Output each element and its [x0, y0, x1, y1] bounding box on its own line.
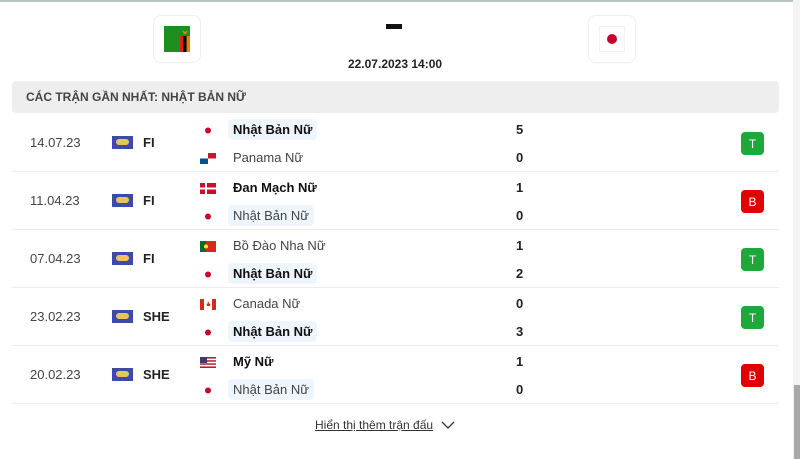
home-team: Canada Nữ — [200, 292, 305, 314]
result-badge: T — [741, 132, 764, 155]
match-row[interactable]: 20.02.23 SHE Mỹ Nữ 1 Nhật Bản Nữ 0 B — [12, 346, 779, 404]
japan-flag-icon — [200, 124, 216, 136]
competition: SHE — [112, 367, 170, 382]
home-team: Nhật Bản Nữ — [200, 118, 318, 140]
match-row[interactable]: 23.02.23 SHE Canada Nữ 0 Nhật Bản Nữ 3 T — [12, 288, 779, 346]
show-more-label: Hiển thị thêm trận đấu — [315, 418, 434, 432]
result-badge: B — [741, 364, 764, 387]
japan-flag-icon — [200, 268, 216, 280]
scrollbar-thumb[interactable] — [794, 385, 800, 459]
home-score: 1 — [516, 238, 524, 253]
panama-flag-icon — [200, 152, 216, 164]
match-row[interactable]: 11.04.23 FI Đan Mạch Nữ 1 Nhật Bản Nữ 0 B — [12, 172, 779, 230]
home-score: 1 — [516, 354, 524, 369]
competition-code: FI — [143, 193, 155, 208]
competition-logo-icon — [112, 194, 133, 207]
home-team: Mỹ Nữ — [200, 350, 278, 372]
match-row[interactable]: 14.07.23 FI Nhật Bản Nữ 5 Panama Nữ 0 T — [12, 114, 779, 172]
match-date: 20.02.23 — [30, 367, 81, 382]
home-team: Bồ Đào Nha Nữ — [200, 234, 331, 256]
away-team: Nhật Bản Nữ — [200, 320, 318, 342]
team-name: Đan Mạch Nữ — [233, 179, 317, 195]
score-separator — [386, 24, 402, 29]
competition-code: SHE — [143, 367, 170, 382]
team-name: Bồ Đào Nha Nữ — [233, 237, 326, 253]
match-date: 07.04.23 — [30, 251, 81, 266]
team-name: Nhật Bản Nữ — [228, 378, 314, 400]
away-score: 2 — [516, 266, 524, 281]
competition-logo-icon — [112, 368, 133, 381]
away-score: 3 — [516, 324, 524, 339]
japan-flag-icon — [200, 210, 216, 222]
competition-code: FI — [143, 251, 155, 266]
competition: FI — [112, 135, 155, 150]
team-name: Nhật Bản Nữ — [228, 320, 318, 342]
competition-logo-icon — [112, 136, 133, 149]
competition-code: FI — [143, 135, 155, 150]
home-score: 5 — [516, 122, 524, 137]
japan-flag-icon — [599, 26, 625, 52]
away-team: Nhật Bản Nữ — [200, 204, 314, 226]
japan-flag-icon — [200, 326, 216, 338]
match-date: 23.02.23 — [30, 309, 81, 324]
chevron-down-icon — [441, 421, 455, 429]
zambia-flag-icon — [164, 26, 190, 52]
away-score: 0 — [516, 208, 524, 223]
match-date: 14.07.23 — [30, 135, 81, 150]
section-title: CÁC TRẬN GẦN NHẤT: NHẬT BẢN NỮ — [12, 81, 779, 113]
team-name: Mỹ Nữ — [233, 353, 274, 369]
canada-flag-icon — [200, 298, 216, 310]
away-score: 0 — [516, 382, 524, 397]
team-name: Nhật Bản Nữ — [228, 262, 318, 284]
away-team-logo[interactable] — [588, 15, 636, 63]
away-score: 0 — [516, 150, 524, 165]
match-datetime: 22.07.2023 14:00 — [347, 57, 443, 71]
home-team: Đan Mạch Nữ — [200, 176, 322, 198]
competition-code: SHE — [143, 309, 170, 324]
away-team: Nhật Bản Nữ — [200, 262, 318, 284]
team-name: Nhật Bản Nữ — [228, 118, 318, 140]
usa-flag-icon — [200, 356, 216, 368]
japan-flag-icon — [200, 384, 216, 396]
match-row[interactable]: 07.04.23 FI Bồ Đào Nha Nữ 1 Nhật Bản Nữ 2… — [12, 230, 779, 288]
competition-logo-icon — [112, 310, 133, 323]
competition: FI — [112, 251, 155, 266]
match-date: 11.04.23 — [30, 193, 80, 208]
denmark-flag-icon — [200, 182, 216, 194]
team-name: Canada Nữ — [233, 295, 301, 311]
home-team-logo[interactable] — [153, 15, 201, 63]
portugal-flag-icon — [200, 240, 216, 252]
result-badge: T — [741, 306, 764, 329]
competition: FI — [112, 193, 155, 208]
home-score: 0 — [516, 296, 524, 311]
top-border — [0, 0, 800, 2]
scrollbar-track[interactable] — [793, 0, 800, 459]
away-team: Panama Nữ — [200, 146, 308, 168]
team-name: Panama Nữ — [233, 149, 304, 165]
show-more-link[interactable]: Hiển thị thêm trận đấu — [315, 418, 455, 432]
home-score: 1 — [516, 180, 524, 195]
result-badge: B — [741, 190, 764, 213]
team-name: Nhật Bản Nữ — [228, 204, 314, 226]
away-team: Nhật Bản Nữ — [200, 378, 314, 400]
result-badge: T — [741, 248, 764, 271]
competition-logo-icon — [112, 252, 133, 265]
competition: SHE — [112, 309, 170, 324]
